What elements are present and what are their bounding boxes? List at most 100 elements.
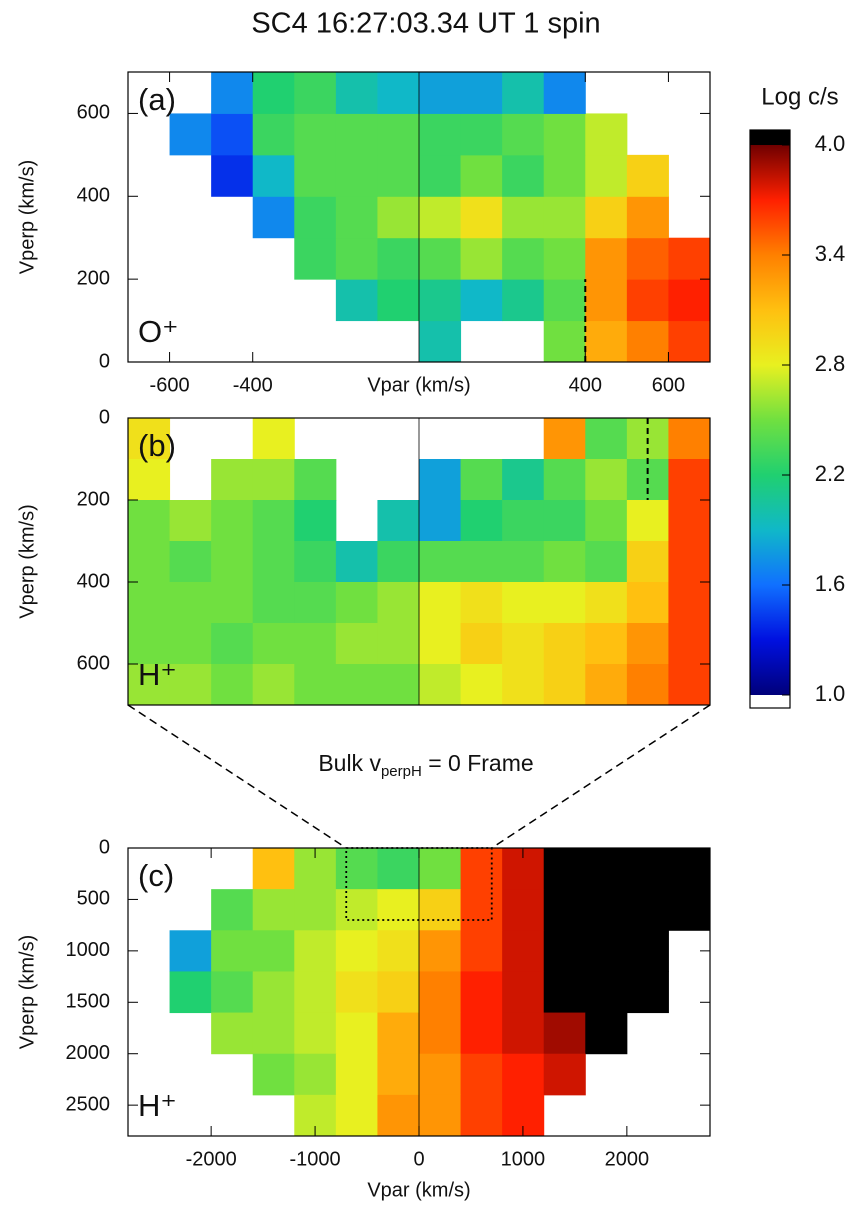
heatmap-cell bbox=[419, 238, 461, 280]
colorbar-title: Log c/s bbox=[761, 83, 838, 110]
heatmap-cell bbox=[170, 971, 212, 1013]
heatmap-cell bbox=[502, 889, 544, 931]
heatmap-cell bbox=[253, 582, 295, 624]
x-tick-label: -2000 bbox=[186, 1148, 237, 1170]
x-tick-label: 400 bbox=[569, 374, 602, 396]
y-tick-label: 2000 bbox=[66, 1042, 111, 1064]
heatmap-cell bbox=[502, 459, 544, 501]
y-tick-label: 500 bbox=[77, 888, 110, 910]
species-label: O⁺ bbox=[138, 314, 178, 349]
heatmap-cell bbox=[461, 541, 503, 583]
heatmap-cell bbox=[502, 1054, 544, 1096]
heatmap-cell bbox=[294, 1054, 336, 1096]
heatmap-cell bbox=[170, 582, 212, 624]
y-tick-label: 2500 bbox=[66, 1093, 111, 1115]
heatmap-cell bbox=[294, 582, 336, 624]
heatmap-cell bbox=[585, 500, 627, 542]
heatmap-cell bbox=[461, 113, 503, 155]
heatmap-cell bbox=[461, 155, 503, 197]
x-tick-label: 2000 bbox=[605, 1148, 650, 1170]
heatmap-cell bbox=[294, 930, 336, 972]
heatmap-cell bbox=[419, 279, 461, 321]
heatmap-cell bbox=[336, 664, 378, 706]
heatmap-cell bbox=[544, 155, 586, 197]
panel-label: (c) bbox=[138, 858, 174, 893]
heatmap-cell bbox=[253, 664, 295, 706]
x-tick-label: 0 bbox=[413, 1148, 424, 1170]
heatmap-cell bbox=[585, 889, 627, 931]
heatmap-cell bbox=[544, 196, 586, 238]
heatmap-cell bbox=[377, 1095, 419, 1137]
x-tick-label: -1000 bbox=[289, 1148, 340, 1170]
y-tick-label: 200 bbox=[77, 488, 110, 510]
heatmap-cell bbox=[294, 664, 336, 706]
heatmap-cell bbox=[585, 238, 627, 280]
heatmap-cell bbox=[627, 500, 669, 542]
heatmap-cell bbox=[211, 459, 253, 501]
heatmap-cell bbox=[419, 1095, 461, 1137]
colorbar-tick-label: 1.6 bbox=[815, 571, 846, 596]
heatmap-cell bbox=[211, 1013, 253, 1055]
heatmap-cells bbox=[170, 848, 711, 1137]
heatmap-cell bbox=[585, 196, 627, 238]
heatmap-cell bbox=[627, 541, 669, 583]
heatmap-cell bbox=[419, 321, 461, 363]
heatmap-cell bbox=[419, 623, 461, 665]
heatmap-cell bbox=[294, 500, 336, 542]
heatmap-cell bbox=[502, 541, 544, 583]
heatmap-cell bbox=[170, 930, 212, 972]
heatmap-cell bbox=[253, 418, 295, 460]
heatmap-cell bbox=[294, 72, 336, 114]
heatmap-cell bbox=[668, 623, 710, 665]
heatmap-cell bbox=[377, 500, 419, 542]
heatmap-cell bbox=[211, 113, 253, 155]
y-axis-label: Vperp (km/s) bbox=[16, 504, 38, 618]
y-tick-label: 0 bbox=[99, 406, 110, 428]
heatmap-cell bbox=[544, 848, 586, 890]
heatmap-cell bbox=[668, 500, 710, 542]
heatmap-cell bbox=[419, 582, 461, 624]
heatmap-cell bbox=[336, 155, 378, 197]
heatmap-cell bbox=[336, 72, 378, 114]
heatmap-cell bbox=[419, 848, 461, 890]
heatmap-cell bbox=[627, 623, 669, 665]
y-tick-label: 400 bbox=[77, 570, 110, 592]
heatmap-cell bbox=[211, 930, 253, 972]
species-label: H⁺ bbox=[138, 1088, 177, 1123]
heatmap-cell bbox=[585, 971, 627, 1013]
heatmap-cell bbox=[585, 1013, 627, 1055]
heatmap-cell bbox=[419, 541, 461, 583]
colorbar-scale bbox=[750, 145, 790, 695]
heatmap-cell bbox=[377, 541, 419, 583]
heatmap-cell bbox=[377, 889, 419, 931]
heatmap-cell bbox=[294, 113, 336, 155]
heatmap-cell bbox=[336, 889, 378, 931]
y-tick-label: 600 bbox=[77, 102, 110, 124]
heatmap-cell bbox=[336, 238, 378, 280]
heatmap-cell bbox=[544, 418, 586, 460]
heatmap-cell bbox=[377, 238, 419, 280]
heatmap-cell bbox=[502, 664, 544, 706]
heatmap-cell bbox=[377, 664, 419, 706]
x-axis-label: Vpar (km/s) bbox=[367, 374, 470, 396]
y-tick-label: 200 bbox=[77, 267, 110, 289]
heatmap-cell bbox=[253, 971, 295, 1013]
heatmap-cell bbox=[336, 623, 378, 665]
heatmap-cell bbox=[377, 623, 419, 665]
heatmap-cell bbox=[461, 238, 503, 280]
heatmap-cell bbox=[627, 196, 669, 238]
heatmap-cell bbox=[419, 889, 461, 931]
heatmap-cells bbox=[170, 72, 711, 363]
heatmap-cell bbox=[377, 930, 419, 972]
heatmap-cell bbox=[502, 238, 544, 280]
heatmap-cell bbox=[627, 664, 669, 706]
heatmap-cell bbox=[502, 623, 544, 665]
heatmap-cell bbox=[253, 623, 295, 665]
zoom-connector bbox=[492, 705, 710, 848]
heatmap-cell bbox=[668, 541, 710, 583]
heatmap-cell bbox=[461, 623, 503, 665]
heatmap-cell bbox=[585, 623, 627, 665]
heatmap-cell bbox=[544, 72, 586, 114]
heatmap-cell bbox=[502, 582, 544, 624]
